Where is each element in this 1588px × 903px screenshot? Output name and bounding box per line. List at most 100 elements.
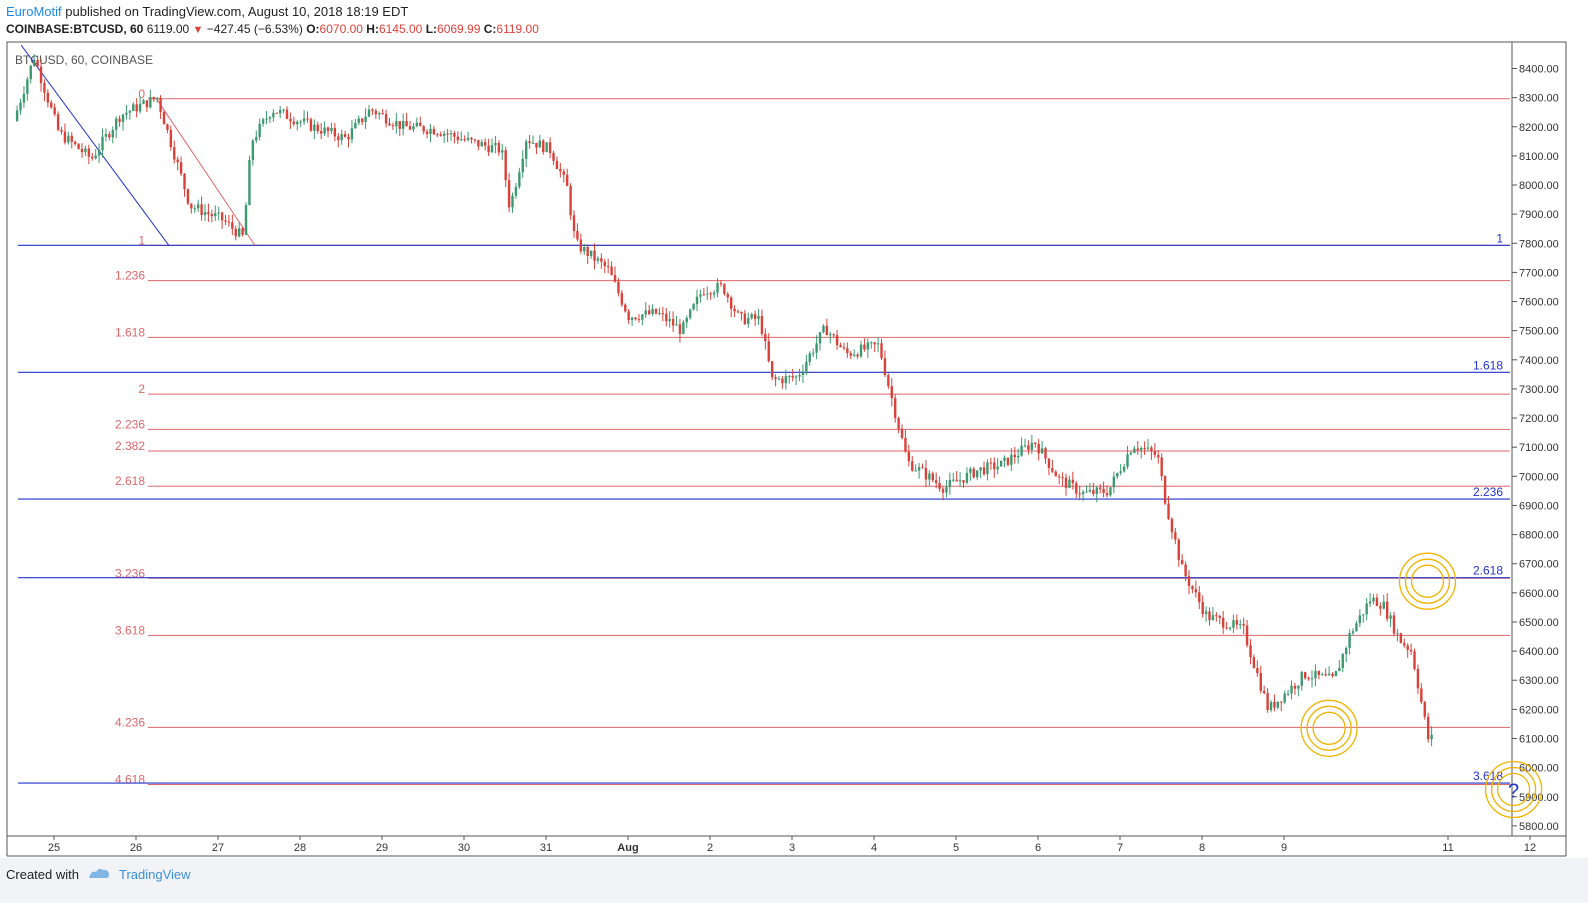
- candle-body: [477, 139, 480, 147]
- candle-body: [1297, 685, 1300, 689]
- candle-body: [32, 59, 36, 66]
- candle-body: [535, 142, 538, 148]
- candle-body: [822, 325, 825, 333]
- candle-body: [169, 129, 173, 148]
- symbol-label: COINBASE:BTCUSD, 60: [6, 22, 144, 36]
- candle-body: [630, 317, 634, 320]
- candle-body: [914, 470, 917, 472]
- candle-body: [999, 460, 1003, 467]
- candle-body: [84, 148, 87, 153]
- candle-body: [1324, 674, 1327, 676]
- target-circle: [1312, 711, 1346, 745]
- candle-body: [1375, 597, 1379, 607]
- candle-body: [121, 114, 125, 122]
- candle-body: [22, 93, 26, 103]
- candle-body: [603, 261, 606, 267]
- candle-body: [67, 135, 70, 143]
- candle-body: [145, 100, 149, 108]
- candle-body: [702, 294, 706, 296]
- candle-body: [1051, 468, 1054, 472]
- candle-body: [360, 118, 364, 122]
- y-tick-label: 6900.00: [1519, 500, 1559, 512]
- candle-body: [186, 189, 190, 204]
- candle-body: [1139, 447, 1143, 451]
- candle-body: [870, 342, 873, 344]
- candle-body: [405, 120, 408, 127]
- candle-body: [1416, 668, 1420, 689]
- candle-body: [733, 308, 736, 312]
- candle-body: [794, 376, 798, 378]
- candle-body: [60, 129, 63, 132]
- candle-body: [610, 266, 613, 276]
- y-tick-label: 6500.00: [1519, 617, 1559, 629]
- candle-body: [835, 335, 839, 346]
- candle-body: [507, 180, 511, 208]
- tradingview-logo-icon[interactable]: [87, 866, 111, 883]
- candle-body: [948, 479, 952, 488]
- candle-body: [1119, 471, 1122, 474]
- candle-body: [729, 297, 733, 309]
- fib-red-label: 4.618: [115, 773, 145, 787]
- candle-body: [442, 133, 446, 136]
- candle-body: [740, 311, 743, 314]
- candle-body: [887, 375, 890, 387]
- candle-body: [436, 134, 439, 136]
- candle-body: [1081, 491, 1085, 495]
- candle-body: [572, 215, 576, 232]
- candle-body: [589, 250, 593, 257]
- candle-body: [183, 173, 186, 190]
- candle-body: [1133, 448, 1136, 453]
- candle-body: [261, 119, 265, 124]
- candle-body: [190, 203, 193, 209]
- candle-body: [412, 126, 415, 130]
- candle-body: [1170, 518, 1174, 533]
- y-tick-label: 7100.00: [1519, 442, 1559, 454]
- candle-body: [39, 66, 43, 84]
- candle-body: [716, 283, 719, 293]
- candle-body: [593, 250, 596, 261]
- candle-body: [552, 152, 555, 161]
- x-tick-label: 6: [1035, 842, 1041, 854]
- y-tick-label: 6700.00: [1519, 559, 1559, 571]
- candle-body: [863, 344, 866, 350]
- candle-body: [1044, 448, 1047, 459]
- candle-body: [1286, 693, 1290, 695]
- candle-body: [384, 113, 388, 124]
- candle-body: [1201, 602, 1204, 615]
- author-link[interactable]: EuroMotif: [6, 4, 62, 19]
- candle-body: [904, 437, 907, 452]
- candle-body: [1249, 645, 1252, 658]
- candle-body: [1095, 487, 1098, 495]
- target-circle: [1404, 558, 1451, 604]
- tradingview-brand[interactable]: TradingView: [118, 867, 191, 882]
- fib-red-label: 1.236: [115, 269, 145, 283]
- candle-body: [736, 311, 740, 313]
- candle-body: [248, 160, 251, 206]
- y-tick-label: 6200.00: [1519, 704, 1559, 716]
- candle-body: [644, 310, 647, 315]
- last-price: 6119.00: [146, 22, 190, 36]
- candle-body: [1245, 625, 1249, 646]
- candle-body: [832, 334, 835, 336]
- candle-body: [620, 293, 624, 305]
- y-tick-label: 6300.00: [1519, 675, 1559, 687]
- candle-body: [176, 159, 179, 163]
- candles-group: [15, 54, 1433, 747]
- candle-body: [1160, 457, 1163, 477]
- plot-frame: [6, 41, 1513, 837]
- candle-body: [1061, 477, 1064, 479]
- candle-body: [1293, 685, 1297, 689]
- candle-body: [480, 142, 483, 147]
- candle-body: [1071, 479, 1075, 484]
- candle-body: [278, 109, 282, 114]
- target-marker-label: ?: [1508, 780, 1519, 802]
- candle-body: [583, 246, 586, 252]
- candle-body: [1208, 611, 1211, 621]
- candle-body: [125, 112, 128, 115]
- candle-body: [53, 107, 56, 115]
- candle-body: [1030, 442, 1034, 450]
- candle-body: [446, 133, 449, 135]
- candle-body: [969, 468, 972, 473]
- candle-body: [340, 134, 343, 141]
